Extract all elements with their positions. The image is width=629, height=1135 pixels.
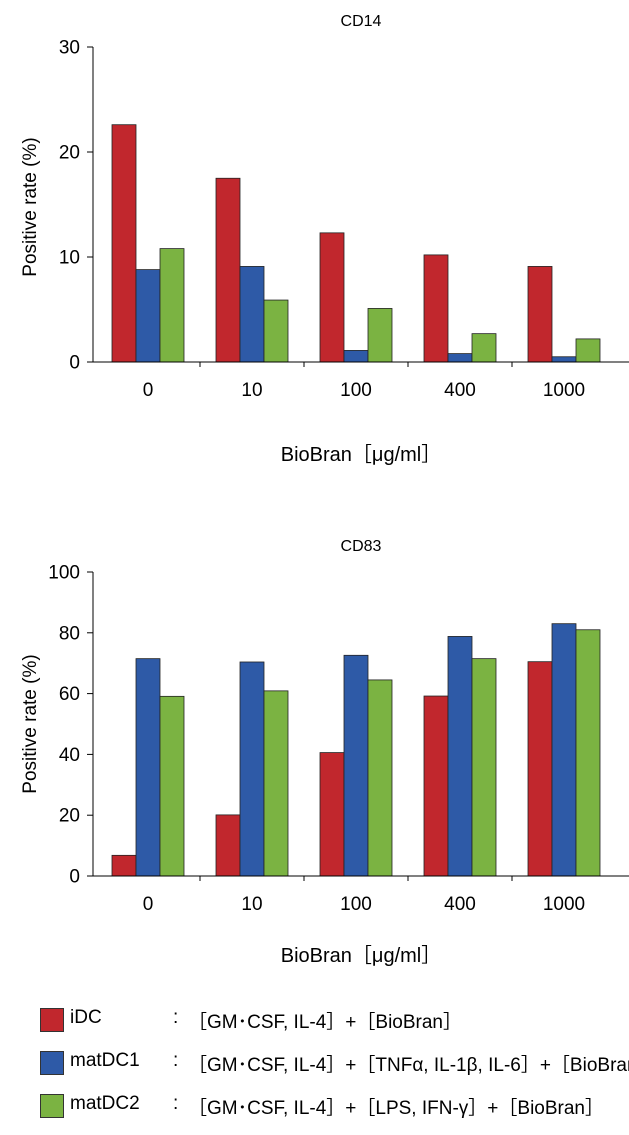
y-ticks: 0 20 40 60 80 100 bbox=[48, 563, 513, 888]
category-labels: 0 10 100 400 1000 bbox=[143, 380, 585, 401]
chart-cd83: CD83 Positive rate (%) BioBran［μg/ml］ 0 2… bbox=[20, 538, 629, 967]
bar-matdc2-1000 bbox=[575, 338, 601, 363]
y-tick-label: 0 bbox=[69, 353, 80, 374]
bar-matdc1-1000 bbox=[551, 623, 577, 877]
bar-idc-10 bbox=[215, 177, 241, 363]
legend-description: ［GM･CSF, IL-4］+［LPS, IFN-γ］+［BioBran］ bbox=[188, 1098, 604, 1119]
legend-item-matdc2: matDC2 : ［GM･CSF, IL-4］+［LPS, IFN-γ］+［Bi… bbox=[40, 1092, 629, 1135]
x-tick-label: 100 bbox=[340, 894, 372, 915]
x-tick-label: 400 bbox=[444, 894, 476, 915]
bar-matdc1-0 bbox=[135, 269, 161, 363]
bar-idc-400 bbox=[423, 254, 449, 363]
legend: iDC : ［GM･CSF, IL-4］+［BioBran］ matDC1 : … bbox=[40, 1006, 629, 1135]
bars bbox=[111, 623, 601, 877]
x-tick-label: 1000 bbox=[543, 894, 585, 915]
legend-colon: : bbox=[173, 1050, 179, 1071]
bar-idc-100 bbox=[319, 232, 345, 363]
x-tick-label: 100 bbox=[340, 380, 372, 401]
y-tick-label: 20 bbox=[59, 143, 80, 164]
legend-swatch bbox=[40, 1008, 64, 1032]
category-labels: 0 10 100 400 1000 bbox=[143, 894, 585, 915]
legend-description: ［GM･CSF, IL-4］+［TNFα, IL-1β, IL-6］+［BioB… bbox=[188, 1055, 629, 1076]
chart-cd14: CD14 Positive rate (%) BioBran［μg/ml］ 0 1… bbox=[20, 13, 629, 466]
y-tick-label: 80 bbox=[59, 623, 80, 644]
x-tick-label: 400 bbox=[444, 380, 476, 401]
legend-swatch bbox=[40, 1051, 64, 1075]
legend-item-idc: iDC : ［GM･CSF, IL-4］+［BioBran］ bbox=[40, 1006, 629, 1049]
legend-colon: : bbox=[173, 1093, 179, 1114]
y-axis-label: Positive rate (%) bbox=[20, 137, 41, 276]
bar-idc-1000 bbox=[527, 661, 553, 877]
y-tick-label: 20 bbox=[59, 806, 80, 827]
bar-matdc1-1000 bbox=[551, 356, 577, 363]
bar-idc-1000 bbox=[527, 266, 553, 363]
x-tick-label: 10 bbox=[241, 380, 262, 401]
bar-idc-0 bbox=[111, 124, 137, 363]
bar-idc-400 bbox=[423, 695, 449, 877]
y-tick-label: 60 bbox=[59, 684, 80, 705]
bar-matdc1-10 bbox=[239, 661, 265, 877]
x-tick-label: 0 bbox=[143, 894, 154, 915]
legend-name: iDC bbox=[70, 1007, 102, 1028]
x-tick-label: 0 bbox=[143, 380, 154, 401]
legend-swatch bbox=[40, 1094, 64, 1118]
bar-matdc2-0 bbox=[159, 248, 185, 363]
bar-matdc2-0 bbox=[159, 695, 185, 877]
bar-idc-0 bbox=[111, 854, 137, 877]
bar-matdc1-100 bbox=[343, 350, 369, 363]
x-axis-label: BioBran［μg/ml］ bbox=[281, 443, 441, 466]
legend-name: matDC2 bbox=[70, 1093, 140, 1114]
y-tick-label: 100 bbox=[48, 563, 80, 584]
y-ticks: 0 10 20 30 bbox=[59, 38, 513, 374]
y-tick-label: 10 bbox=[59, 248, 80, 269]
bar-matdc2-400 bbox=[471, 333, 497, 363]
bar-matdc1-400 bbox=[447, 353, 473, 363]
bar-matdc1-100 bbox=[343, 654, 369, 877]
bar-matdc2-100 bbox=[367, 679, 393, 877]
y-tick-label: 40 bbox=[59, 745, 80, 766]
bar-matdc2-100 bbox=[367, 308, 393, 363]
bar-idc-10 bbox=[215, 814, 241, 877]
legend-description: ［GM･CSF, IL-4］+［BioBran］ bbox=[188, 1012, 462, 1033]
chart-title: CD83 bbox=[341, 538, 382, 555]
bars bbox=[111, 124, 601, 363]
x-tick-label: 1000 bbox=[543, 380, 585, 401]
y-axis-label: Positive rate (%) bbox=[20, 654, 41, 793]
bar-matdc2-10 bbox=[263, 690, 289, 877]
x-axis-label: BioBran［μg/ml］ bbox=[281, 944, 441, 967]
bar-idc-100 bbox=[319, 752, 345, 877]
bar-matdc1-0 bbox=[135, 658, 161, 877]
legend-item-matdc1: matDC1 : ［GM･CSF, IL-4］+［TNFα, IL-1β, IL… bbox=[40, 1049, 629, 1092]
chart-title: CD14 bbox=[341, 13, 382, 30]
legend-name: matDC1 bbox=[70, 1050, 140, 1071]
bar-matdc1-10 bbox=[239, 266, 265, 363]
y-tick-label: 0 bbox=[69, 867, 80, 888]
bar-matdc1-400 bbox=[447, 636, 473, 877]
legend-colon: : bbox=[173, 1007, 179, 1028]
y-tick-label: 30 bbox=[59, 38, 80, 59]
bar-matdc2-400 bbox=[471, 658, 497, 877]
x-tick-label: 10 bbox=[241, 894, 262, 915]
bar-matdc2-1000 bbox=[575, 629, 601, 877]
bar-matdc2-10 bbox=[263, 299, 289, 363]
